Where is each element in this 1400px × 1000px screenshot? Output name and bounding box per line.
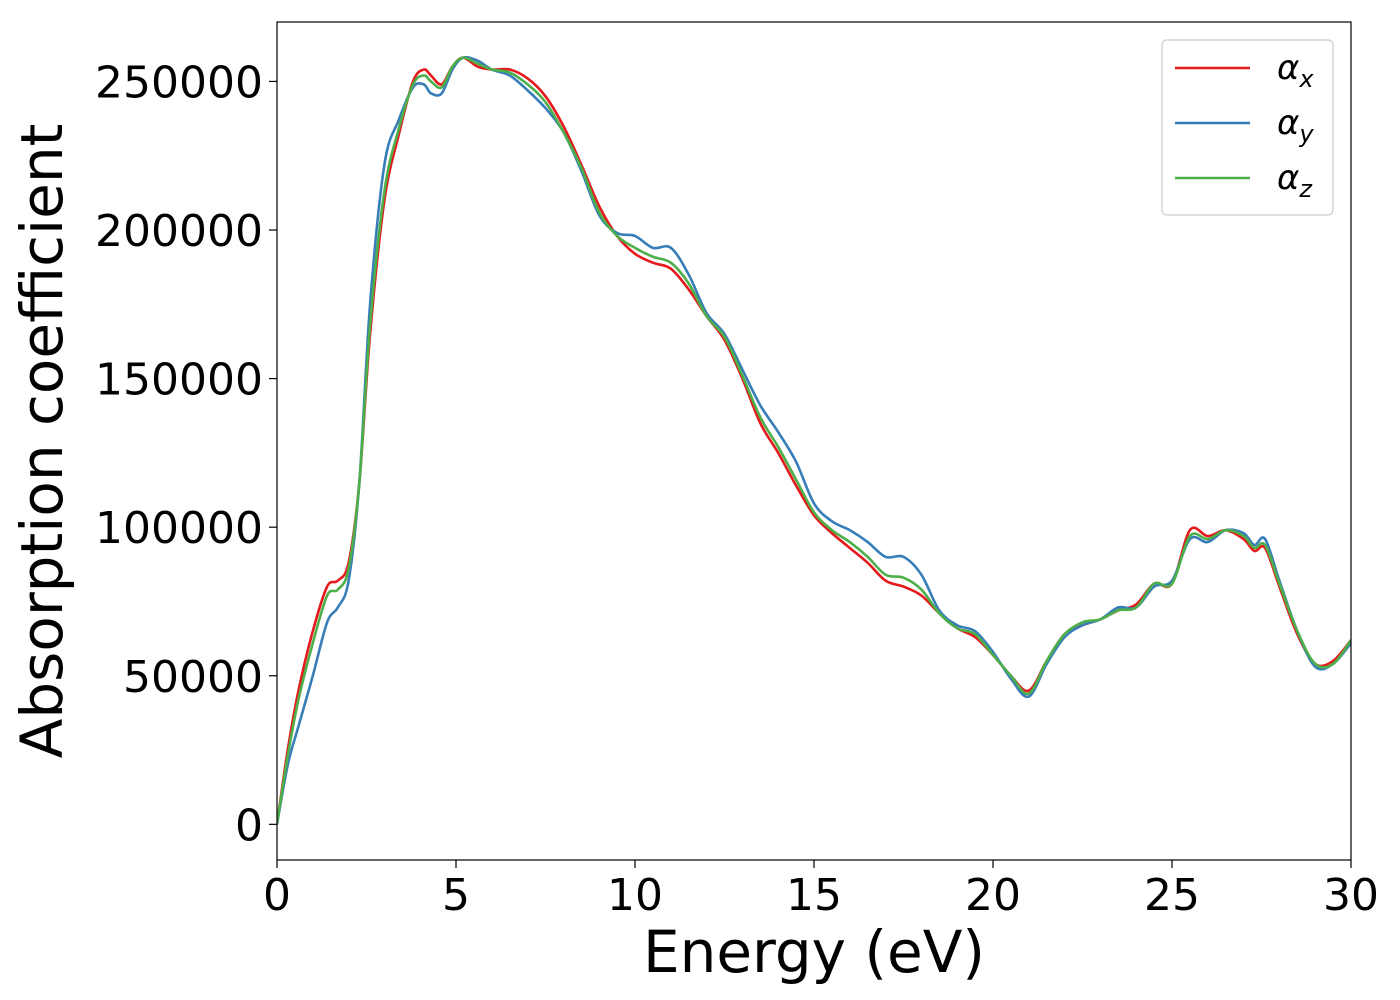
x-tick-label: 15 — [786, 870, 842, 921]
x-tick-label: 5 — [442, 870, 470, 921]
x-axis-ticks: 0 5 10 15 20 25 30 — [263, 860, 1379, 921]
x-axis-label: Energy (eV) — [643, 918, 985, 986]
y-tick-label: 200000 — [95, 206, 263, 257]
legend: αx αy αz — [1161, 39, 1334, 216]
x-tick-label: 0 — [263, 870, 291, 921]
x-tick-label: 10 — [607, 870, 663, 921]
x-tick-label: 30 — [1323, 870, 1379, 921]
legend-box — [1161, 39, 1334, 216]
plot-lines — [277, 55, 1351, 825]
y-tick-label: 0 — [235, 800, 263, 851]
y-tick-label: 150000 — [95, 355, 263, 406]
legend-label-z: αz — [1277, 158, 1313, 203]
y-axis-ticks: 0 50000 100000 150000 200000 250000 — [95, 57, 277, 851]
legend-label-y: αy — [1277, 103, 1314, 148]
y-axis-label: Absorption coefficient — [8, 124, 76, 759]
y-tick-label: 250000 — [95, 57, 263, 108]
x-tick-label: 20 — [965, 870, 1021, 921]
x-tick-label: 25 — [1144, 870, 1200, 921]
y-tick-label: 50000 — [123, 652, 263, 703]
y-tick-label: 100000 — [95, 503, 263, 554]
series-line-y — [277, 55, 1351, 825]
series-line-z — [277, 56, 1351, 825]
legend-label-x: αx — [1277, 48, 1314, 93]
